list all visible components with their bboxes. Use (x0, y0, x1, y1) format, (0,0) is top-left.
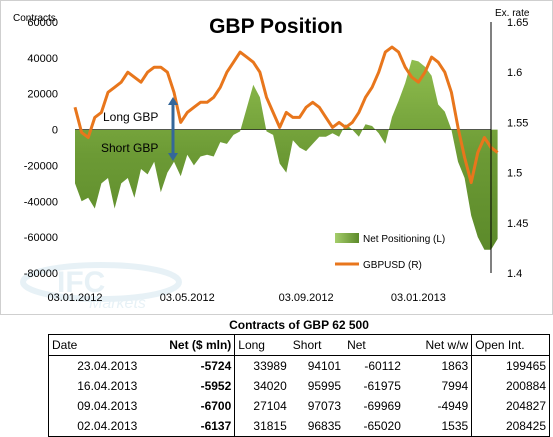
table-caption: Contracts of GBP 62 500 (229, 318, 369, 332)
chart-legend: Net Positioning (L) GBPUSD (R) (335, 233, 445, 271)
watermark-subtext: Markets (89, 295, 146, 312)
long-gbp-label: Long GBP (103, 110, 158, 124)
cell-long: 27104 (253, 399, 287, 413)
cell-short: 94101 (307, 359, 342, 373)
header-open-int: Open Int. (471, 334, 550, 356)
cell-net-usd: -6137 (140, 416, 236, 437)
x-tick-label: 03.09.2012 (279, 292, 334, 304)
y-tick-left-label: -40000 (24, 196, 58, 208)
cell-long: 33989 (253, 359, 287, 373)
y-tick-left-label: 0 (52, 125, 58, 137)
positions-table: Date Net ($ mln) Long Short Net Net w/w … (48, 334, 550, 437)
cell-net-ww: -4949 (403, 396, 473, 416)
cell-net-usd: -6700 (140, 396, 236, 416)
legend-gbpusd: GBPUSD (R) (363, 260, 422, 271)
positions-table-panel: Contracts of GBP 62 500 Date Net ($ mln)… (48, 316, 550, 437)
long-short-arrow (168, 97, 178, 161)
header-net-usd: Net ($ mln) (140, 334, 236, 356)
cell-date: 16.04.2013 (48, 376, 141, 396)
cell-net: -69969 (363, 399, 401, 413)
cell-date: 02.04.2013 (48, 416, 141, 437)
y-tick-right-label: 1.55 (507, 117, 528, 129)
cell-open-int: 200884 (471, 376, 550, 396)
chart-panel: IFC Markets GBP Position Contracts Ex. r… (0, 0, 553, 315)
table-row: 16.04.2013 -5952 34020 95995 -61975 7994… (48, 376, 550, 396)
watermark-text: IFC (57, 266, 105, 299)
table-header-row: Date Net ($ mln) Long Short Net Net w/w … (48, 334, 550, 356)
cell-open-int: 204827 (471, 396, 550, 416)
y-tick-left-label: 40000 (27, 53, 58, 65)
header-net: Net (344, 334, 404, 356)
y-tick-right-label: 1.5 (507, 168, 522, 180)
cell-net: -61975 (363, 379, 401, 393)
table-row: 23.04.2013 -5724 33989 94101 -60112 1863… (48, 355, 550, 376)
y-axis-right-title: Ex. rate (495, 8, 530, 19)
net-positioning-area (75, 59, 498, 250)
y-tick-left-label: -80000 (24, 268, 58, 280)
y-tick-left-label: -60000 (24, 232, 58, 244)
header-net-ww: Net w/w (403, 334, 473, 356)
cell-net-ww: 1863 (403, 355, 473, 376)
cell-net-ww: 1535 (403, 416, 473, 437)
cell-net: -65020 (344, 416, 404, 437)
x-tick-label: 03.01.2012 (47, 292, 102, 304)
cell-net-usd: -5724 (140, 355, 236, 376)
short-gbp-label: Short GBP (101, 141, 158, 155)
y-axis-left-title: Contracts (13, 13, 56, 24)
cell-net-usd: -5952 (140, 376, 236, 396)
cell-net-ww: 7994 (403, 376, 473, 396)
cell-open-int: 199465 (471, 355, 550, 376)
gbpusd-line (73, 45, 499, 185)
cell-short: 97073 (307, 399, 342, 413)
cell-date: 09.04.2013 (48, 396, 141, 416)
y-tick-right-label: 1.6 (507, 67, 522, 79)
cell-net: -60112 (364, 359, 401, 373)
cell-short: 96835 (289, 416, 345, 437)
gbp-position-chart: IFC Markets GBP Position Contracts Ex. r… (13, 8, 530, 312)
cell-open-int: 208425 (471, 416, 550, 437)
header-long: Long (234, 334, 290, 356)
y-tick-right-label: 1.65 (507, 17, 528, 29)
table-row: 02.04.2013 -6137 31815 96835 -65020 1535… (48, 416, 550, 437)
y-tick-left-label: -20000 (24, 160, 58, 172)
x-tick-label: 03.05.2012 (160, 292, 215, 304)
x-tick-label: 03.01.2013 (391, 292, 446, 304)
cell-long: 31815 (234, 416, 290, 437)
legend-area-swatch (335, 233, 359, 243)
legend-net-positioning: Net Positioning (L) (363, 234, 445, 245)
watermark-logo: IFC Markets (20, 262, 182, 312)
cell-short: 95995 (307, 379, 342, 393)
table-row: 09.04.2013 -6700 27104 97073 -69969 -494… (48, 396, 550, 416)
chart-title: GBP Position (209, 15, 343, 38)
cell-long: 34020 (253, 379, 287, 393)
y-tick-left-label: 60000 (27, 17, 58, 29)
header-date: Date (48, 334, 141, 356)
header-short: Short (289, 334, 345, 356)
y-tick-right-label: 1.45 (507, 218, 528, 230)
y-tick-right-label: 1.4 (507, 268, 522, 280)
y-tick-left-label: 20000 (27, 89, 58, 101)
cell-date: 23.04.2013 (48, 355, 141, 376)
